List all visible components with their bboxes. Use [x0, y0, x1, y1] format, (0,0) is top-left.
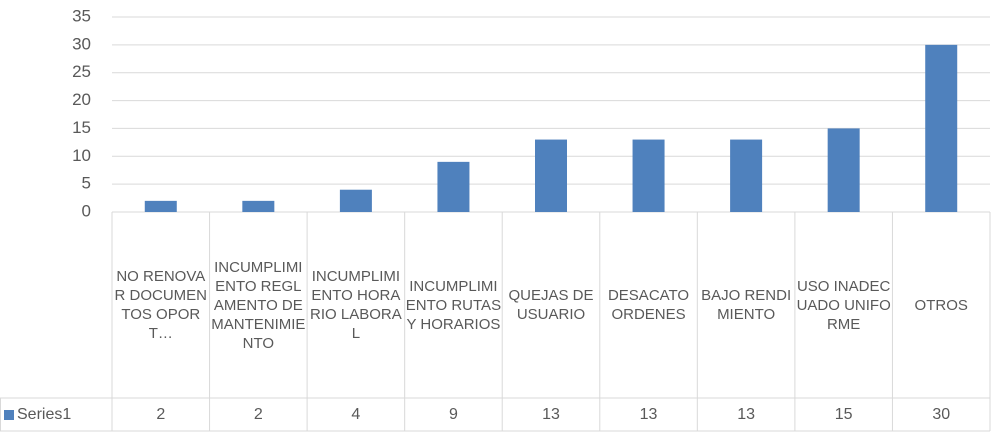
x-tick-label: INCUMPLIMIENTO HORARIO LABORAL — [310, 268, 402, 342]
x-tick-label: INCUMPLIMIENTO RUTAS Y HORARIOS — [405, 277, 502, 333]
table-value: 13 — [737, 405, 755, 423]
table-value: 2 — [253, 405, 263, 423]
y-tick-label: 35 — [72, 6, 91, 25]
x-tick-label: INCUMPLIMIENTO REGLAMENTO DE MANTENIMIEN… — [211, 258, 306, 352]
bar — [437, 161, 470, 212]
legend-key — [4, 410, 14, 420]
y-tick-label: 20 — [72, 90, 91, 109]
table-value: 30 — [932, 405, 951, 423]
y-tick-label: 25 — [72, 62, 91, 81]
table-value: 4 — [351, 405, 361, 423]
table-value: 13 — [542, 405, 560, 423]
table-value: 13 — [639, 405, 658, 423]
x-tick-label: USO INADECUADO UNIFORME — [796, 277, 891, 333]
y-tick-label: 10 — [72, 146, 91, 165]
bar — [339, 189, 372, 212]
x-tick-label: BAJO RENDIMIENTO — [701, 287, 792, 323]
y-tick-label: 0 — [82, 201, 91, 220]
bar — [827, 128, 860, 212]
table-value: 9 — [448, 405, 458, 423]
table-value: 15 — [834, 405, 853, 423]
x-tick-label: QUEJAS DE USUARIO — [508, 287, 594, 323]
y-tick-label: 5 — [82, 174, 91, 193]
x-tick-label: OTROS — [914, 296, 968, 314]
table-value: 2 — [156, 405, 166, 423]
x-tick-label: NO RENOVAR DOCUMENTOS OPORT… — [114, 268, 208, 342]
bar — [925, 44, 958, 212]
x-tick-label: DESACATO ORDENES — [607, 287, 690, 323]
y-tick-label: 30 — [72, 34, 91, 53]
bar — [144, 200, 177, 212]
bar — [730, 139, 763, 212]
bar — [632, 139, 665, 212]
series-name: Series1 — [17, 406, 72, 423]
y-tick-label: 15 — [72, 118, 91, 137]
bar — [535, 139, 567, 212]
bar — [242, 200, 275, 212]
legend-entry: Series1 — [4, 398, 71, 432]
